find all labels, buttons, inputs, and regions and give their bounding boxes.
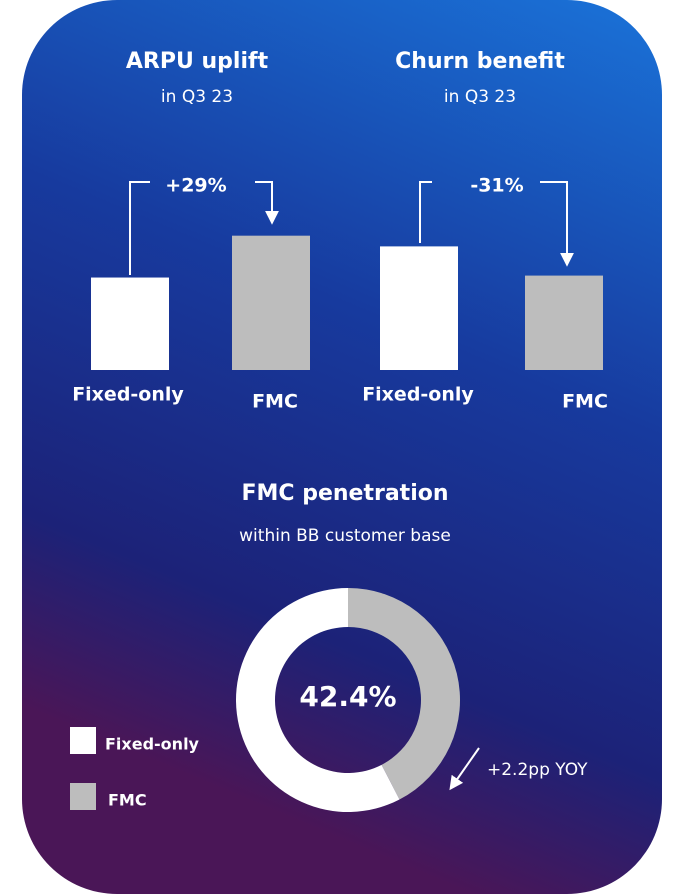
legend-label: FMC [108, 791, 147, 810]
category-label: Fixed-only [72, 384, 184, 406]
annotation-line [419, 181, 432, 243]
card [22, 0, 662, 894]
bar [525, 275, 603, 370]
annotation-line [449, 747, 480, 791]
chart-title: FMC penetration [241, 481, 448, 506]
annotation: +29% [165, 175, 226, 197]
chart-title: Churn benefit [395, 49, 565, 74]
category-label: Fixed-only [362, 384, 474, 406]
annotation-line [255, 181, 279, 225]
chart-subtitle: in Q3 23 [444, 87, 516, 107]
legend-swatch [70, 727, 96, 754]
category-label: FMC [562, 391, 608, 413]
legend-swatch [70, 783, 96, 810]
annotation-line [540, 181, 574, 267]
chart-subtitle: within BB customer base [239, 526, 451, 546]
legend-label: Fixed-only [105, 735, 200, 754]
category-label: FMC [252, 391, 298, 413]
center-label: 42.4% [299, 680, 396, 713]
bar [232, 235, 310, 370]
annotation: +2.2pp YOY [487, 760, 588, 780]
chart-subtitle: in Q3 23 [161, 87, 233, 107]
chart-title: ARPU uplift [126, 49, 269, 74]
bar [91, 277, 169, 370]
donut-slice [348, 588, 460, 800]
annotation: -31% [470, 175, 523, 197]
annotation-line [129, 181, 150, 275]
bar [380, 246, 458, 370]
donut-slice [236, 588, 400, 812]
